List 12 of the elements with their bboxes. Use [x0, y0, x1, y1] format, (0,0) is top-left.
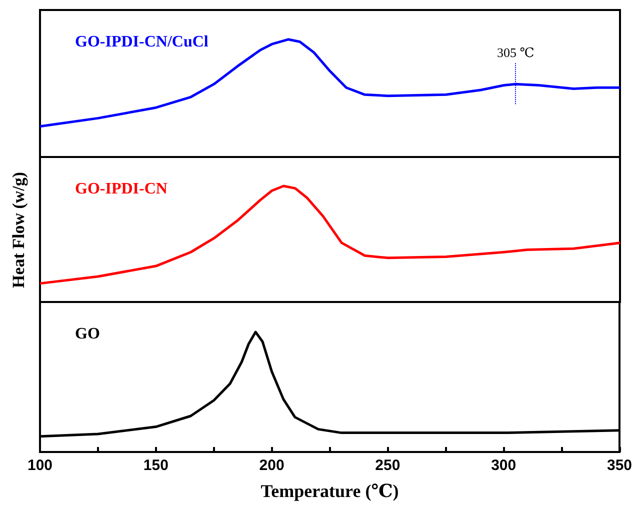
x-tick-label: 150 — [143, 457, 168, 474]
series-label: GO-IPDI-CN/CuCl — [75, 34, 209, 50]
x-axis-title: Temperature (℃) — [260, 481, 399, 501]
x-tick-label: 250 — [375, 457, 400, 474]
x-tick-label: 300 — [491, 457, 516, 474]
x-tick-label: 350 — [606, 457, 632, 474]
ref-line-label: 305 ℃ — [496, 44, 534, 60]
x-tick-label: 200 — [259, 457, 284, 474]
text: GO-IPDI-CN — [75, 180, 168, 198]
text: GO — [75, 326, 100, 342]
y-axis-title: Heat Flow (w/g) — [9, 172, 29, 288]
x-tick-label: 100 — [27, 457, 53, 474]
